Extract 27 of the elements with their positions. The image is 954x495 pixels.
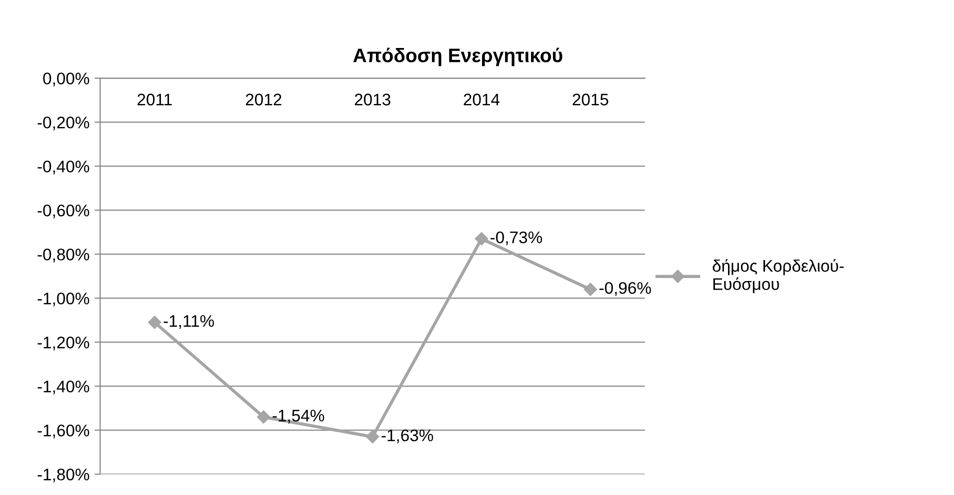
point [366, 430, 380, 444]
y-tick-label: -0,20% [38, 116, 90, 130]
x-tick-label: 2014 [464, 94, 500, 106]
data-label: -1,54% [272, 410, 324, 424]
data-label: -0,96% [600, 282, 651, 296]
y-tick-label: -1,20% [38, 336, 90, 350]
y-tick-label: -1,40% [38, 380, 90, 394]
x-tick-label: 2013 [354, 94, 390, 106]
point [148, 316, 162, 329]
data-label: -1,63% [382, 429, 434, 444]
legend-label: δήμος Κορδελιού-Ευόσμου [712, 259, 844, 294]
data-label: -1,11% [164, 315, 214, 329]
point [584, 282, 598, 296]
y-tick-label: 0,00% [43, 72, 90, 86]
y-tick-label: -1,80% [38, 468, 90, 482]
point [474, 232, 488, 246]
y-tick-label: -0,60% [38, 204, 90, 218]
y-tick-label: -0,40% [38, 160, 90, 174]
y-tick-label: -0,80% [38, 248, 90, 262]
x-tick-label: 2012 [246, 94, 282, 106]
x-tick-label: 2015 [572, 94, 608, 106]
y-tick-label: -1,60% [38, 424, 90, 438]
chart-title: Απόδοση Ενεργητικού [353, 48, 562, 66]
x-tick-label: 2011 [138, 94, 172, 106]
point [257, 410, 270, 424]
y-tick-label: -1,00% [38, 292, 90, 306]
data-label: -0,73% [490, 231, 542, 246]
